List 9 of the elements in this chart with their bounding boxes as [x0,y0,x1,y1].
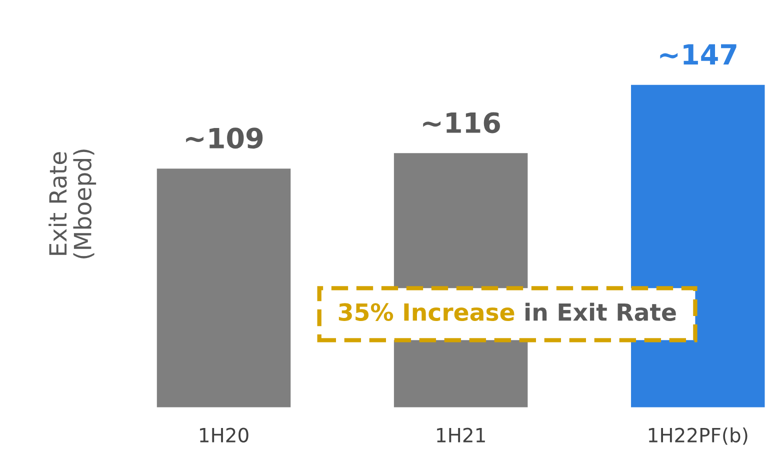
data-label: ~147 [660,44,736,65]
x-tick-label: 1H21 [437,428,485,442]
annotation: 35% Increase [338,303,514,321]
y-axis-title: Exit Rate (Mboepd) [48,150,96,258]
x-tick-label: 1H22PF(b) [648,427,748,445]
data-label: ~109 [186,128,263,149]
x-tick-label: 1H20 [200,428,248,442]
data-label: ~116 [423,112,500,134]
annotation: in Exit Rate [526,302,676,321]
